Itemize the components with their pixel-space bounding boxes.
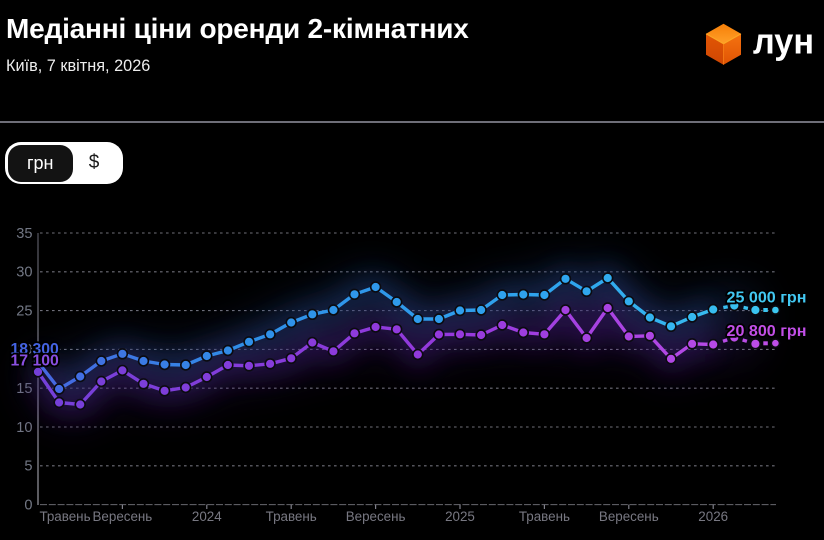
- svg-text:30: 30: [16, 265, 32, 281]
- svg-text:17 100: 17 100: [11, 353, 60, 370]
- svg-text:25 000 грн: 25 000 грн: [727, 290, 807, 307]
- svg-text:35: 35: [16, 226, 32, 242]
- svg-text:15: 15: [16, 381, 32, 397]
- svg-text:18 300: 18 300: [11, 341, 60, 358]
- svg-text:Вересень: Вересень: [93, 509, 153, 524]
- svg-text:Вересень: Вересень: [346, 509, 406, 524]
- svg-text:Травень: Травень: [519, 509, 570, 524]
- svg-text:лун: лун: [753, 21, 814, 62]
- svg-text:0: 0: [24, 497, 32, 513]
- svg-text:20: 20: [16, 342, 32, 358]
- svg-text:Травень: Травень: [39, 509, 90, 524]
- svg-text:Вересень: Вересень: [599, 509, 659, 524]
- svg-text:2024: 2024: [192, 509, 222, 524]
- svg-text:2025: 2025: [445, 509, 475, 524]
- svg-text:10: 10: [16, 420, 32, 436]
- svg-text:5: 5: [24, 459, 32, 475]
- svg-text:2026: 2026: [698, 509, 728, 524]
- svg-text:Травень: Травень: [266, 509, 317, 524]
- svg-text:20 800 грн: 20 800 грн: [727, 323, 807, 340]
- svg-text:25: 25: [16, 303, 32, 319]
